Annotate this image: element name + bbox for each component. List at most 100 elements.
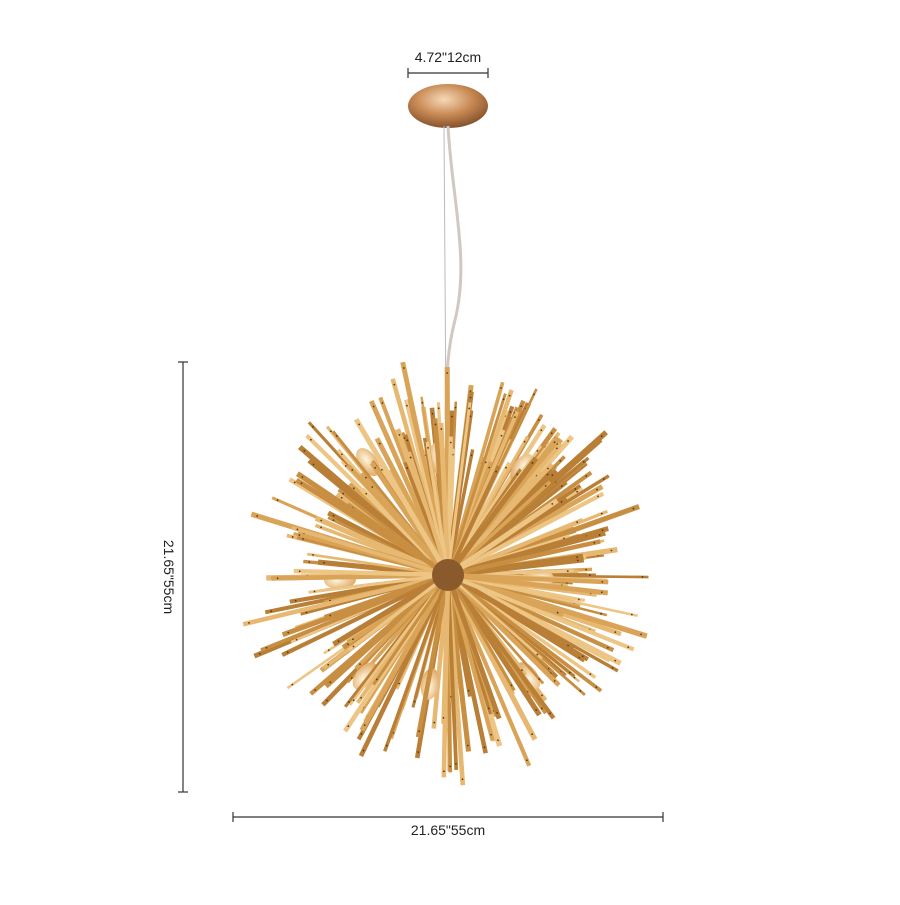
ray-tip — [351, 469, 353, 471]
ray-tip — [303, 450, 305, 452]
ray-tip — [559, 460, 561, 462]
ray-tip — [467, 745, 469, 747]
ray-tip — [342, 493, 344, 495]
ray-tip — [554, 441, 556, 443]
ray-tip — [381, 402, 383, 404]
ray-tip — [603, 478, 605, 480]
ray-tip — [301, 482, 303, 484]
ray-tip — [363, 750, 365, 752]
ray-tip — [597, 495, 599, 497]
ray-tip — [435, 424, 437, 426]
ray-tip — [541, 708, 543, 710]
ray-tip — [329, 681, 331, 683]
ray-tip — [576, 556, 578, 558]
ray-tip — [333, 515, 335, 517]
ray-tip — [567, 440, 569, 442]
ray-tip — [607, 647, 609, 649]
ray-tip — [583, 461, 585, 463]
ray-tip — [612, 667, 614, 669]
ray-tip — [450, 442, 452, 444]
ray-tip — [418, 730, 420, 732]
sputnik-rays — [243, 362, 648, 785]
ray-tip — [551, 432, 553, 434]
ray-tip — [561, 485, 563, 487]
height-label: 21.65"55cm — [161, 540, 177, 614]
ray-tip — [455, 407, 457, 409]
ray-tip — [336, 435, 338, 437]
canopy-width-label: 4.72"12cm — [415, 49, 481, 65]
ray-tip — [353, 487, 355, 489]
ray-tip — [320, 526, 322, 528]
ray-tip — [341, 497, 343, 499]
ray-tip — [312, 554, 314, 556]
ray-tip — [589, 673, 591, 675]
ray-tip — [488, 707, 490, 709]
ray-tip — [557, 612, 559, 614]
ray-tip — [287, 651, 289, 653]
ray-tip — [500, 387, 502, 389]
ray-tip — [406, 467, 408, 469]
ray-tip — [361, 733, 363, 735]
ray-tip — [353, 646, 355, 648]
ray-tip — [443, 770, 445, 772]
ray-tip — [601, 435, 603, 437]
ray-tip — [266, 647, 268, 649]
ray-tip — [547, 474, 549, 476]
ray-tip — [576, 521, 578, 523]
ray-tip — [358, 424, 360, 426]
ray-tip — [403, 367, 405, 369]
ray-tip — [320, 520, 322, 522]
ray-tip — [427, 447, 429, 449]
ray-tip — [538, 678, 540, 680]
ray-tip — [329, 615, 331, 617]
ray-tip — [313, 464, 315, 466]
ray-tip — [399, 434, 401, 436]
ray-tip — [277, 577, 279, 579]
ray-tip — [541, 695, 543, 697]
ray-tip — [600, 613, 602, 615]
ray-tip — [495, 471, 497, 473]
ray-tip — [365, 477, 367, 479]
ray-tip — [373, 406, 375, 408]
ray-tip — [302, 538, 304, 540]
ray-tip — [510, 684, 512, 686]
ray-tip — [627, 646, 629, 648]
ray-tip — [468, 408, 470, 410]
ray-tip — [576, 491, 578, 493]
ray-tip — [540, 429, 542, 431]
ray-tip — [554, 680, 556, 682]
ray-tip — [327, 664, 329, 666]
ray-tip — [341, 453, 343, 455]
ray-tip — [462, 778, 464, 780]
ray-tip — [326, 700, 328, 702]
ray-tip — [451, 416, 453, 418]
ray-tip — [602, 529, 604, 531]
ray-tip — [533, 393, 535, 395]
ray-tip — [585, 475, 587, 477]
ray-tip — [312, 426, 314, 428]
ray-tip — [514, 416, 516, 418]
ray-tip — [410, 457, 412, 459]
ray-tip — [328, 649, 330, 651]
ray-tip — [574, 488, 576, 490]
ray-tip — [567, 570, 569, 572]
ray-tip — [440, 428, 442, 430]
ray-tip — [509, 395, 511, 397]
width-label: 21.65"55cm — [411, 822, 485, 838]
ray-tip — [292, 536, 294, 538]
ray-tip — [545, 485, 547, 487]
ray-tip — [614, 660, 616, 662]
ray-tip — [524, 441, 526, 443]
ray-tip — [538, 419, 540, 421]
ray-tip — [470, 416, 472, 418]
ray-tip — [633, 508, 635, 510]
ray-tip — [433, 722, 435, 724]
ray-tip — [490, 734, 492, 736]
ray-tip — [446, 372, 448, 374]
canopy-dimension: 4.72"12cm — [408, 49, 488, 78]
ray-tip — [248, 622, 250, 624]
ray-tip — [345, 465, 347, 467]
ray-tip — [582, 655, 584, 657]
canopy — [408, 84, 488, 128]
